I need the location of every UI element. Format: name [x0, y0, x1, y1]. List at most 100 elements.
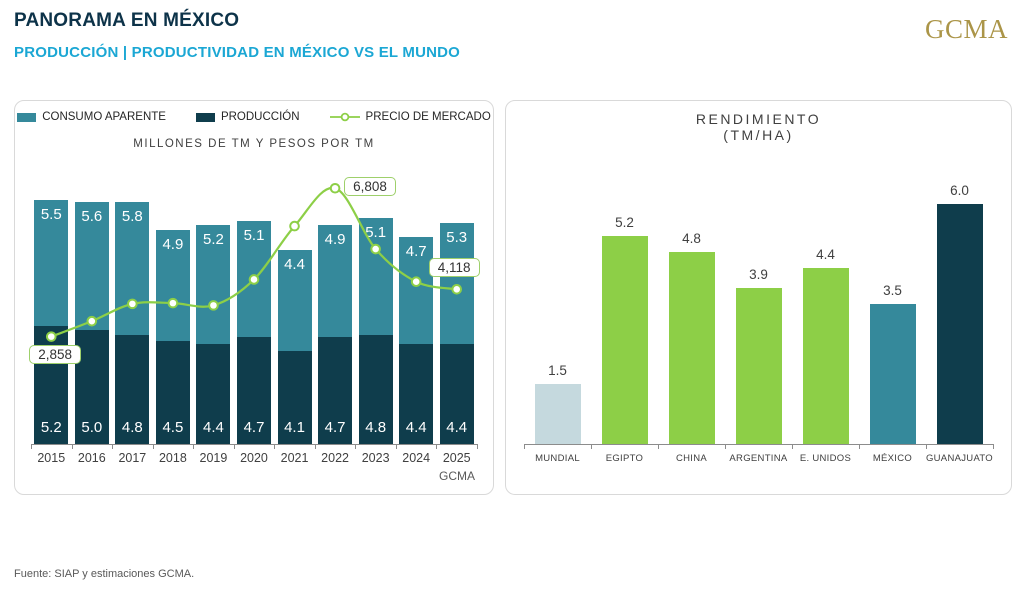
- yield-bar: [601, 236, 648, 444]
- axis-tick: [31, 444, 32, 449]
- bar-consumo-aparente: [155, 229, 190, 342]
- year-label: 2015: [37, 451, 66, 465]
- price-callout: 2,858: [29, 344, 82, 364]
- bar-produccion: [358, 334, 393, 444]
- yield-value-label: 4.8: [682, 231, 701, 246]
- consumo-value-label: 4.4: [284, 256, 305, 274]
- axis-tick: [355, 444, 357, 449]
- bar-produccion: [318, 336, 353, 444]
- category-label: EGIPTO: [605, 453, 644, 464]
- price-callout: 4,118: [428, 258, 480, 278]
- consumo-aparente-swatch-icon: [17, 112, 37, 122]
- price-line-point: [370, 243, 381, 255]
- yield-chart-title: RENDIMIENTO: [695, 111, 822, 127]
- axis-tick: [395, 444, 397, 449]
- produccion-value-label: 4.7: [243, 419, 265, 436]
- price-line-point: [127, 298, 138, 310]
- year-label: 2025: [442, 451, 471, 465]
- chart-legend: CONSUMO APARENTE PRODUCCIÓN PRECIO DE MERC…: [15, 111, 493, 123]
- category-label: MÉXICO: [872, 453, 913, 464]
- bar-consumo-aparente: [115, 202, 150, 335]
- axis-tick: [233, 444, 235, 449]
- yield-bar: [534, 384, 581, 444]
- legend-label: PRODUCCIÓN: [220, 111, 300, 123]
- axis-tick: [152, 444, 154, 449]
- axis-tick: [193, 444, 195, 449]
- source-note: Fuente: SIAP y estimaciones GCMA.: [14, 568, 195, 580]
- consumo-value-label: 4.9: [324, 231, 346, 249]
- bar-produccion: [196, 343, 231, 444]
- precio-mercado-line: [45, 182, 463, 342]
- legend-label: CONSUMO APARENTE: [42, 111, 166, 123]
- produccion-value-label: 4.4: [446, 419, 468, 436]
- bar-consumo-aparente: [439, 222, 474, 344]
- bar-consumo-aparente: [318, 225, 353, 337]
- yield-value-label: 6.0: [950, 183, 969, 198]
- axis-tick: [314, 444, 316, 449]
- bar-consumo-aparente: [196, 225, 231, 344]
- yield-chart-subtitle: (TM/HA): [723, 127, 794, 143]
- produccion-value-label: 5.0: [81, 419, 103, 436]
- legend-item: CONSUMO APARENTE: [17, 111, 166, 123]
- bar-produccion: [237, 336, 271, 444]
- yield-chart-panel: RENDIMIENTO (TM/HA) 1.5 5.2 4.8 3.9 4.4 3.5 6.…: [505, 100, 1012, 495]
- price-callout: 6,808: [344, 177, 396, 197]
- consumo-value-label: 5.2: [203, 231, 224, 249]
- axis-tick: [926, 444, 927, 449]
- yield-bar-plot: 1.5 5.2 4.8 3.9 4.4 3.5 6.0: [524, 183, 994, 449]
- bar-produccion: [155, 341, 190, 444]
- produccion-value-label: 4.5: [162, 419, 184, 436]
- consumo-value-label: 5.5: [40, 206, 62, 224]
- yield-bar: [869, 304, 916, 444]
- consumo-value-label: 5.3: [446, 228, 468, 246]
- price-line-point: [45, 331, 57, 342]
- category-label: ARGENTINA: [729, 453, 788, 464]
- price-line-point: [208, 300, 219, 311]
- produccion-value-label: 4.8: [121, 419, 143, 436]
- yield-bar: [802, 268, 849, 444]
- axis-tick: [725, 444, 726, 449]
- consumo-value-label: 5.6: [81, 208, 103, 226]
- price-line-point: [86, 315, 98, 327]
- yield-bar: [735, 288, 782, 444]
- yield-value-label: 4.4: [816, 247, 835, 262]
- bar-produccion: [399, 343, 434, 444]
- yield-value-label: 3.9: [749, 267, 768, 282]
- axis-tick: [477, 444, 478, 449]
- produccion-value-label: 4.7: [324, 419, 346, 436]
- year-label: 2023: [361, 451, 390, 465]
- axis-note: GCMA: [439, 469, 475, 483]
- yield-value-label: 5.2: [615, 215, 634, 230]
- produccion-value-label: 4.4: [405, 419, 427, 436]
- axis-tick: [792, 444, 793, 449]
- produccion-value-label: 4.4: [203, 419, 224, 436]
- year-label: 2018: [158, 451, 187, 465]
- produccion-value-label: 4.8: [365, 419, 387, 436]
- axis-tick: [112, 444, 114, 449]
- yield-value-label: 3.5: [883, 283, 902, 298]
- consumo-value-label: 5.8: [121, 208, 143, 226]
- bar-consumo-aparente: [34, 200, 69, 326]
- page-subtitle: PRODUCCIÓN | PRODUCTIVIDAD EN MÉXICO VS …: [14, 44, 461, 61]
- year-label: 2022: [321, 451, 349, 465]
- stacked-bar-plot: 5.5 5.2 5.6 5.0 5.8 4.8 4.9 4.5 5.2 4.4 5.1 4.7 4.4 4…: [29, 166, 480, 449]
- axis-tick: [524, 444, 525, 449]
- bar-consumo-aparente: [74, 202, 109, 331]
- category-axis-labels: MUNDIAL EGIPTO CHINA ARGENTINA E. UNIDOS MÉXI…: [524, 453, 993, 464]
- yield-bar: [668, 252, 715, 444]
- yield-bar: [936, 204, 983, 444]
- price-line-point: [410, 276, 422, 288]
- year-label: 2019: [199, 451, 228, 465]
- consumo-value-label: 4.7: [405, 242, 427, 260]
- price-line-path: [50, 186, 457, 338]
- bar-consumo-aparente: [277, 250, 312, 351]
- page-title: PANORAMA EN MÉXICO: [14, 10, 240, 31]
- year-label: 2024: [402, 451, 431, 465]
- bar-produccion: [277, 350, 312, 444]
- price-line-point: [329, 182, 341, 194]
- axis-tick: [274, 444, 276, 449]
- year-axis-labels: 2015 2016 2017 2018 2019 2020 2021 2022 2023 2024…: [31, 451, 477, 465]
- price-line-point: [289, 220, 300, 232]
- axis-tick: [71, 444, 73, 449]
